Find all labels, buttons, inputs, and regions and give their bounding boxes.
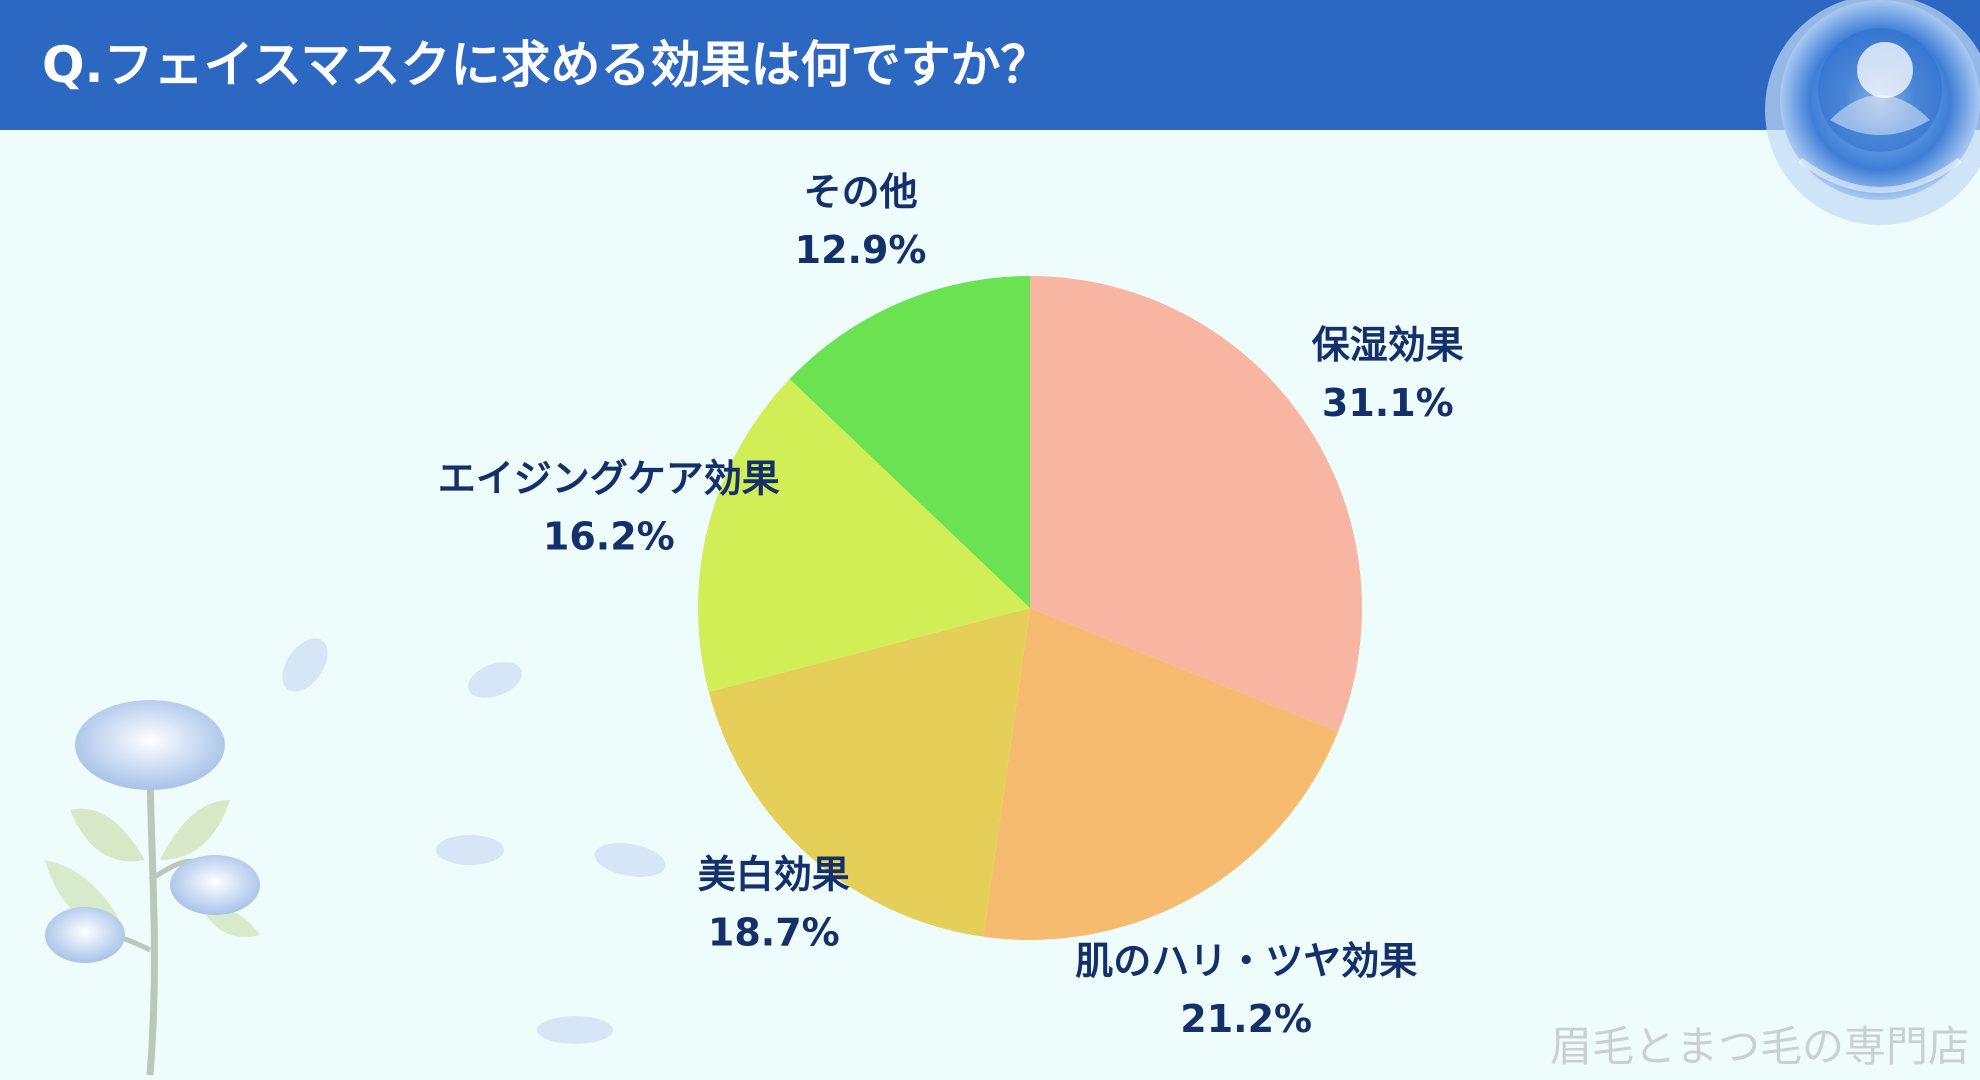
pie-slice-other xyxy=(789,276,1030,608)
pie-slice-moisturizing xyxy=(1030,276,1362,732)
blue-rose-decoration xyxy=(1765,0,1980,225)
watermark: 眉毛とまつ毛の専門店 xyxy=(1549,1022,1970,1071)
title-bar: Q.フェイスマスクに求める効果は何ですか？ xyxy=(0,0,1980,130)
pie-labels: 保湿効果 31.1% 肌のハリ・ツヤ効果 21.2% 美白効果 18.7% エイジングケア効… xyxy=(438,170,1464,1041)
slice-value-other: 12.9% xyxy=(795,228,927,272)
slice-label-other: その他 xyxy=(804,170,918,214)
slice-label-whitening: 美白効果 xyxy=(698,852,850,896)
chart-title: Q.フェイスマスクに求める効果は何ですか？ xyxy=(42,36,1051,94)
pie-slice-firmness-gloss xyxy=(983,608,1339,940)
slice-value-whitening: 18.7% xyxy=(708,910,840,954)
slice-label-firmness-gloss: 肌のハリ・ツヤ効果 xyxy=(1075,939,1417,983)
slice-value-firmness-gloss: 21.2% xyxy=(1180,997,1312,1041)
pie-chart xyxy=(697,276,1362,940)
pale-flowers-decoration xyxy=(45,638,666,1076)
slice-label-moisturizing: 保湿効果 xyxy=(1312,323,1464,367)
slice-value-aging-care: 16.2% xyxy=(543,514,675,558)
slice-label-aging-care: エイジングケア効果 xyxy=(438,456,780,500)
slice-value-moisturizing: 31.1% xyxy=(1322,381,1454,425)
pie-slice-whitening xyxy=(708,608,1030,937)
pie-slice-aging-care xyxy=(697,379,1030,692)
